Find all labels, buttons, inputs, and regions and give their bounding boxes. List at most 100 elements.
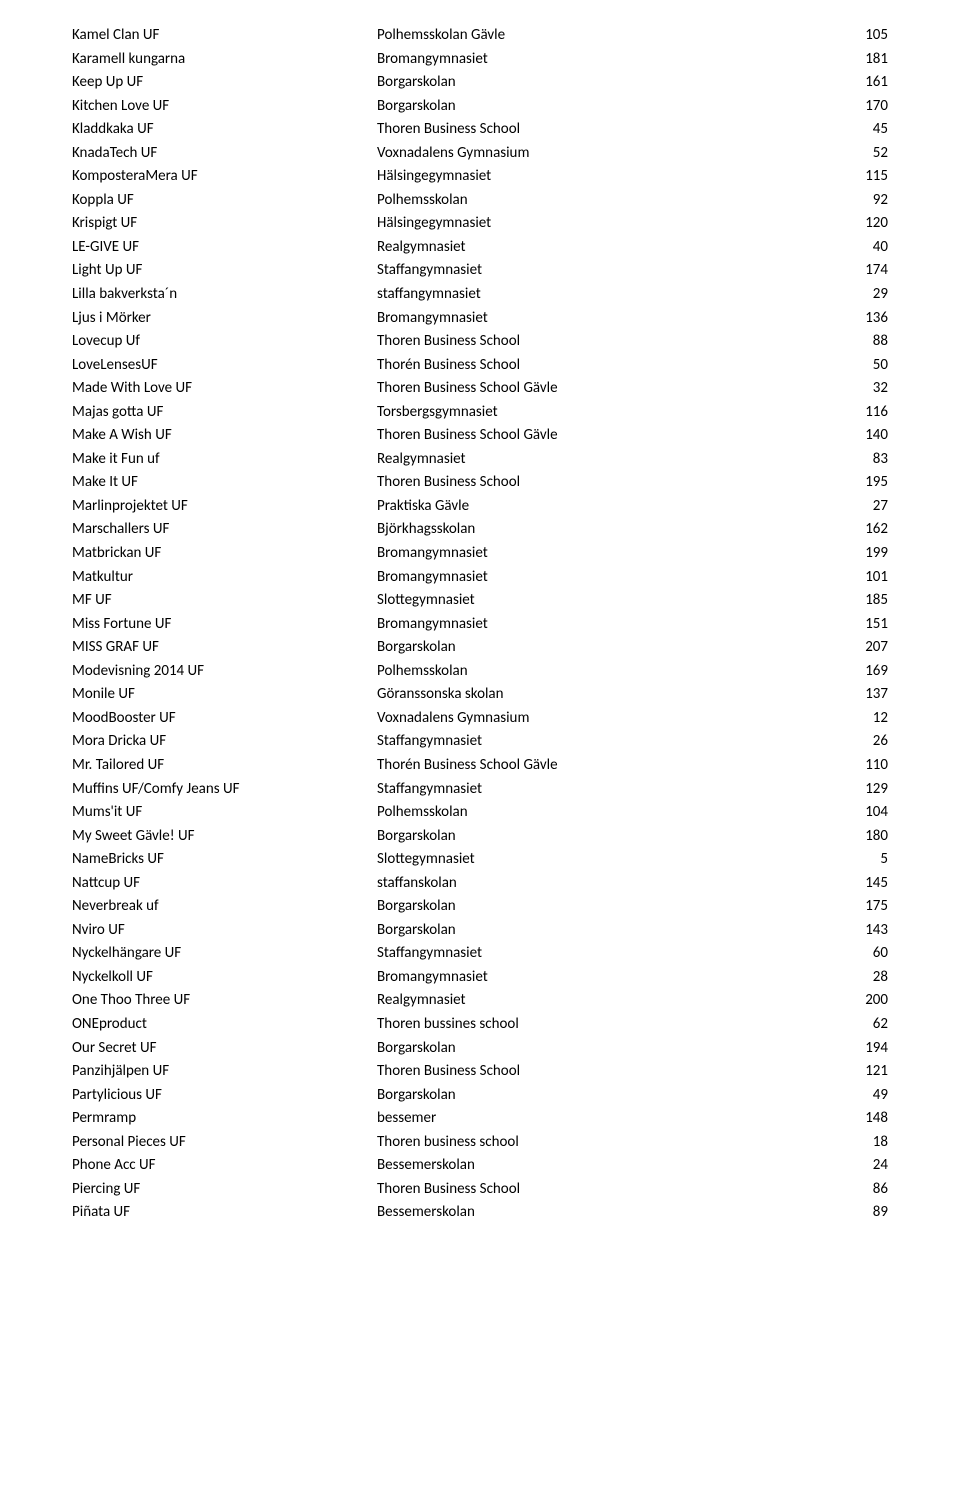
company-name: Mr. Tailored UF	[72, 754, 377, 778]
school-name: Voxnadalens Gymnasium	[377, 707, 838, 731]
company-name: Krispigt UF	[72, 212, 377, 236]
company-name: Nattcup UF	[72, 872, 377, 896]
row-number: 45	[838, 118, 888, 142]
company-name: KnadaTech UF	[72, 142, 377, 166]
row-number: 137	[838, 683, 888, 707]
table-row: My Sweet Gävle! UFBorgarskolan180	[72, 825, 888, 849]
table-row: Ljus i MörkerBromangymnasiet136	[72, 307, 888, 331]
row-number: 194	[838, 1037, 888, 1061]
school-name: Borgarskolan	[377, 636, 838, 660]
school-name: Bessemerskolan	[377, 1154, 838, 1178]
company-name: Kamel Clan UF	[72, 24, 377, 48]
table-row: Lilla bakverksta´nstaffangymnasiet29	[72, 283, 888, 307]
table-row: Neverbreak ufBorgarskolan175	[72, 895, 888, 919]
school-name: Borgarskolan	[377, 71, 838, 95]
row-number: 110	[838, 754, 888, 778]
row-number: 105	[838, 24, 888, 48]
company-name: Mora Dricka UF	[72, 730, 377, 754]
table-row: One Thoo Three UFRealgymnasiet200	[72, 989, 888, 1013]
company-name: Make A Wish UF	[72, 424, 377, 448]
company-name: Neverbreak uf	[72, 895, 377, 919]
table-row: Kladdkaka UFThoren Business School45	[72, 118, 888, 142]
table-row: ONEproductThoren bussines school62	[72, 1013, 888, 1037]
table-row: KnadaTech UFVoxnadalens Gymnasium52	[72, 142, 888, 166]
school-name: Hälsingegymnasiet	[377, 212, 838, 236]
row-number: 140	[838, 424, 888, 448]
table-row: Make It UFThoren Business School195	[72, 471, 888, 495]
company-name: Marschallers UF	[72, 518, 377, 542]
row-number: 92	[838, 189, 888, 213]
table-row: Majas gotta UFTorsbergsgymnasiet116	[72, 401, 888, 425]
company-name: Kladdkaka UF	[72, 118, 377, 142]
row-number: 162	[838, 518, 888, 542]
table-row: Mr. Tailored UFThorén Business School Gä…	[72, 754, 888, 778]
company-name: Majas gotta UF	[72, 401, 377, 425]
row-number: 151	[838, 613, 888, 637]
table-row: KomposteraMera UFHälsingegymnasiet115	[72, 165, 888, 189]
company-name: Miss Fortune UF	[72, 613, 377, 637]
company-name: Mums'it UF	[72, 801, 377, 825]
school-name: Staffangymnasiet	[377, 730, 838, 754]
school-name: staffangymnasiet	[377, 283, 838, 307]
table-row: NameBricks UFSlottegymnasiet5	[72, 848, 888, 872]
school-name: Thoren Business School	[377, 1178, 838, 1202]
school-name: Staffangymnasiet	[377, 942, 838, 966]
school-name: Torsbergsgymnasiet	[377, 401, 838, 425]
row-number: 174	[838, 259, 888, 283]
company-name: Make it Fun uf	[72, 448, 377, 472]
row-number: 195	[838, 471, 888, 495]
row-number: 5	[838, 848, 888, 872]
row-number: 161	[838, 71, 888, 95]
company-name: Piercing UF	[72, 1178, 377, 1202]
company-name: LoveLensesUF	[72, 354, 377, 378]
company-name: Nyckelhängare UF	[72, 942, 377, 966]
company-name: Personal Pieces UF	[72, 1131, 377, 1155]
school-name: Göranssonska skolan	[377, 683, 838, 707]
row-number: 24	[838, 1154, 888, 1178]
row-number: 143	[838, 919, 888, 943]
table-row: Koppla UFPolhemsskolan92	[72, 189, 888, 213]
company-name: Monile UF	[72, 683, 377, 707]
school-name: bessemer	[377, 1107, 838, 1131]
company-name: Muffins UF/Comfy Jeans UF	[72, 778, 377, 802]
school-name: Borgarskolan	[377, 1037, 838, 1061]
row-number: 88	[838, 330, 888, 354]
table-row: Nyckelkoll UFBromangymnasiet28	[72, 966, 888, 990]
row-number: 181	[838, 48, 888, 72]
table-row: Marlinprojektet UFPraktiska Gävle27	[72, 495, 888, 519]
table-row: Matbrickan UFBromangymnasiet199	[72, 542, 888, 566]
school-name: Borgarskolan	[377, 825, 838, 849]
table-row: MISS GRAF UFBorgarskolan207	[72, 636, 888, 660]
company-name: MoodBooster UF	[72, 707, 377, 731]
row-number: 120	[838, 212, 888, 236]
row-number: 86	[838, 1178, 888, 1202]
company-name: Made With Love UF	[72, 377, 377, 401]
school-name: Thoren Business School	[377, 1060, 838, 1084]
company-name: NameBricks UF	[72, 848, 377, 872]
school-name: Bromangymnasiet	[377, 566, 838, 590]
company-name: Ljus i Mörker	[72, 307, 377, 331]
school-name: Staffangymnasiet	[377, 259, 838, 283]
table-row: Piñata UFBessemerskolan89	[72, 1201, 888, 1225]
school-name: staffanskolan	[377, 872, 838, 896]
row-number: 169	[838, 660, 888, 684]
school-name: Praktiska Gävle	[377, 495, 838, 519]
company-name: Panzihjälpen UF	[72, 1060, 377, 1084]
company-name: Permramp	[72, 1107, 377, 1131]
company-name: Keep Up UF	[72, 71, 377, 95]
row-number: 115	[838, 165, 888, 189]
table-row: Kitchen Love UFBorgarskolan170	[72, 95, 888, 119]
company-name: Matkultur	[72, 566, 377, 590]
row-number: 101	[838, 566, 888, 590]
row-number: 180	[838, 825, 888, 849]
data-table: Kamel Clan UFPolhemsskolan Gävle105Karam…	[72, 24, 888, 1225]
row-number: 26	[838, 730, 888, 754]
school-name: Borgarskolan	[377, 1084, 838, 1108]
row-number: 83	[838, 448, 888, 472]
row-number: 27	[838, 495, 888, 519]
school-name: Borgarskolan	[377, 919, 838, 943]
table-row: Monile UFGöranssonska skolan137	[72, 683, 888, 707]
school-name: Polhemsskolan	[377, 189, 838, 213]
company-name: Nviro UF	[72, 919, 377, 943]
table-row: Mums'it UFPolhemsskolan104	[72, 801, 888, 825]
